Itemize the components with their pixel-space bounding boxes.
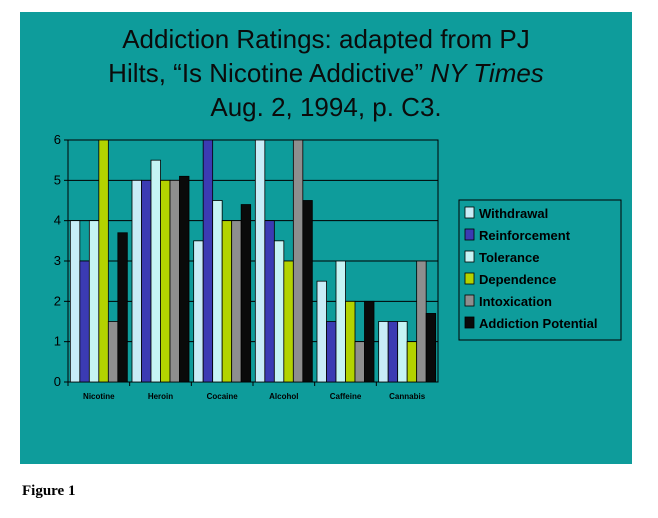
title-line-2: Hilts, “Is Nicotine Addictive” NY Times	[20, 56, 632, 90]
bar-nicotine-withdrawal	[69, 220, 81, 383]
bar-heroin-tolerance	[150, 159, 161, 383]
legend-label: Tolerance	[479, 250, 539, 265]
x-tick-label: Heroin	[148, 392, 173, 401]
bar-caffeine-tolerance	[335, 260, 346, 383]
x-tick-label: Alcohol	[269, 392, 298, 401]
bar-cocaine-addiction-potential	[240, 204, 252, 383]
legend-swatch-intoxication	[464, 294, 475, 307]
y-tick-label: 3	[54, 253, 61, 268]
bar-nicotine-addiction-potential	[117, 232, 128, 383]
legend-swatch-tolerance	[464, 250, 475, 263]
bar-heroin-dependence	[160, 179, 171, 383]
y-tick-label: 6	[54, 132, 61, 147]
y-tick-label: 4	[54, 213, 61, 228]
bar-heroin-reinforcement	[141, 179, 152, 383]
bar-alcohol-reinforcement	[264, 220, 275, 383]
bar-alcohol-tolerance	[273, 240, 285, 383]
bar-alcohol-dependence	[283, 260, 294, 383]
bar-caffeine-reinforcement	[326, 321, 337, 383]
y-tick-label: 5	[54, 172, 61, 187]
bar-cocaine-withdrawal	[193, 240, 204, 383]
bar-cannabis-withdrawal	[378, 321, 389, 383]
legend-label: Withdrawal	[479, 206, 548, 221]
chart-title: Addiction Ratings: adapted from PJ Hilts…	[20, 22, 632, 124]
title-line-1: Addiction Ratings: adapted from PJ	[122, 24, 530, 54]
y-tick-label: 2	[54, 293, 61, 308]
bar-cocaine-dependence	[221, 220, 233, 383]
bar-nicotine-tolerance	[88, 220, 100, 383]
x-tick-label: Nicotine	[83, 392, 115, 401]
legend-label: Dependence	[479, 272, 556, 287]
figure-caption: Figure 1	[22, 483, 76, 499]
bar-cannabis-reinforcement	[387, 321, 399, 383]
bar-caffeine-intoxication	[354, 341, 365, 383]
legend-swatch-addiction-potential	[464, 316, 475, 329]
bar-heroin-withdrawal	[131, 179, 142, 383]
bar-cannabis-intoxication	[416, 260, 427, 383]
bar-caffeine-dependence	[345, 300, 356, 383]
x-tick-label: Cocaine	[207, 392, 239, 401]
bar-cocaine-intoxication	[231, 220, 242, 383]
legend-swatch-reinforcement	[464, 228, 475, 241]
bar-heroin-intoxication	[169, 179, 180, 383]
bar-alcohol-addiction-potential	[302, 200, 313, 383]
bar-cocaine-tolerance	[212, 200, 223, 383]
legend-label: Intoxication	[479, 294, 552, 309]
bar-nicotine-dependence	[98, 139, 109, 383]
bar-nicotine-reinforcement	[79, 260, 90, 383]
slide-panel: Addiction Ratings: adapted from PJ Hilts…	[20, 12, 632, 464]
x-tick-label: Caffeine	[330, 392, 362, 401]
legend-box	[458, 199, 622, 341]
bar-chart: 0 1 2 3 4 5 6 Nicotine Heroin Cocaine Alcohol Caffe…	[54, 132, 622, 401]
bar-cocaine-reinforcement	[202, 139, 214, 383]
bar-caffeine-addiction-potential	[364, 300, 375, 383]
x-tick-label: Cannabis	[389, 392, 426, 401]
bar-cannabis-addiction-potential	[425, 313, 437, 383]
legend-label: Addiction Potential	[479, 316, 597, 331]
bar-cannabis-tolerance	[397, 321, 408, 383]
title-line-2-italic: NY Times	[430, 58, 544, 88]
bar-caffeine-withdrawal	[316, 280, 327, 383]
title-line-2-text: Hilts, “Is Nicotine Addictive”	[108, 58, 431, 88]
legend-label: Reinforcement	[479, 228, 571, 243]
title-line-3: Aug. 2, 1994, p. C3.	[210, 92, 442, 122]
y-tick-label: 1	[54, 334, 61, 349]
bar-cannabis-dependence	[406, 341, 418, 383]
y-tick-label: 0	[54, 374, 61, 389]
bar-alcohol-withdrawal	[254, 139, 266, 383]
legend-swatch-withdrawal	[464, 206, 475, 219]
bar-alcohol-intoxication	[292, 139, 304, 383]
bar-heroin-addiction-potential	[179, 175, 190, 383]
legend-swatch-dependence	[464, 272, 475, 285]
bar-nicotine-intoxication	[107, 321, 119, 383]
